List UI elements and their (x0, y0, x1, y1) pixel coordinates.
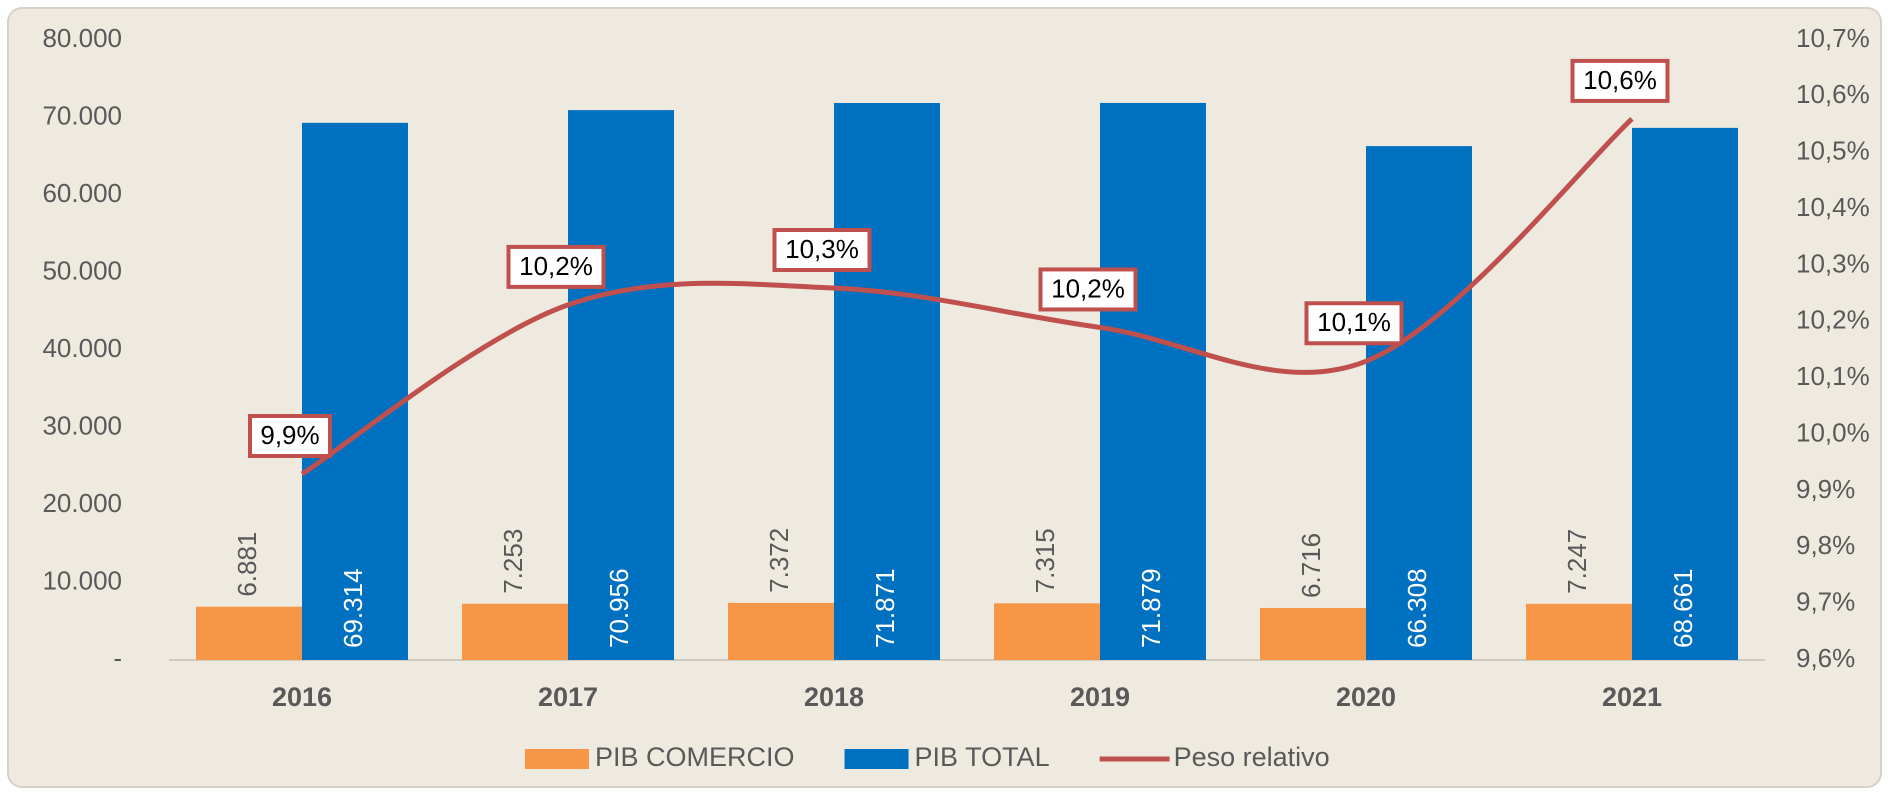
bar (462, 603, 568, 660)
data-label-box (1038, 267, 1138, 312)
data-label-box (248, 414, 332, 458)
y-tick-label: 40.000 (42, 333, 122, 363)
data-label: 6.881 (232, 532, 262, 597)
data-label: 9,9% (260, 420, 319, 450)
x-tick-label: 2017 (538, 682, 598, 712)
legend-label: Peso relativo (1174, 742, 1330, 772)
bar (196, 606, 302, 660)
y2-tick-label: 10,5% (1796, 136, 1870, 166)
bar (994, 603, 1100, 660)
data-label: 66.308 (1402, 568, 1432, 648)
y-tick-label: 60.000 (42, 178, 122, 208)
legend-swatch (844, 749, 909, 769)
y-tick-label: 30.000 (42, 410, 122, 440)
bar (1632, 127, 1738, 660)
data-label: 10,2% (1051, 273, 1125, 303)
y-tick-label: 20.000 (42, 488, 122, 518)
data-label: 6.716 (1296, 533, 1326, 598)
x-tick-label: 2018 (804, 682, 864, 712)
y2-tick-label: 9,6% (1796, 643, 1855, 673)
chart-background (7, 7, 1882, 788)
x-tick-label: 2016 (272, 682, 332, 712)
bar (1260, 607, 1366, 660)
data-label-box (772, 228, 872, 272)
data-label-box (506, 244, 606, 289)
data-label: 70.956 (604, 568, 634, 648)
data-label: 71.871 (870, 568, 900, 648)
y2-tick-label: 10,0% (1796, 417, 1870, 447)
y2-tick-label: 10,3% (1796, 248, 1870, 278)
data-label: 68.661 (1668, 568, 1698, 648)
data-label: 10,1% (1317, 307, 1391, 337)
data-label: 7.247 (1562, 529, 1592, 594)
data-label: 69.314 (338, 568, 368, 648)
y-tick-label: 50.000 (42, 255, 122, 285)
data-label: 7.315 (1030, 528, 1060, 593)
legend-label: PIB COMERCIO (595, 742, 795, 772)
y2-tick-label: 9,7% (1796, 587, 1855, 617)
data-label-box (1304, 301, 1404, 346)
y2-tick-label: 10,7% (1796, 23, 1870, 53)
y2-tick-label: 9,8% (1796, 530, 1855, 560)
data-label: 10,6% (1583, 65, 1657, 95)
data-label: 10,3% (785, 234, 859, 264)
bar (834, 102, 940, 660)
y2-tick-label: 10,1% (1796, 361, 1870, 391)
y-tick-label: 80.000 (42, 23, 122, 53)
y2-tick-label: 9,9% (1796, 474, 1855, 504)
data-label: 71.879 (1136, 568, 1166, 648)
bar (1366, 146, 1472, 660)
bar (1526, 603, 1632, 660)
y-tick-label: 10.000 (42, 565, 122, 595)
data-label: 7.372 (764, 528, 794, 593)
y2-tick-label: 10,2% (1796, 305, 1870, 335)
data-label: 10,2% (519, 251, 593, 281)
legend-swatch (525, 749, 589, 769)
bar (302, 122, 408, 660)
x-tick-label: 2020 (1336, 682, 1396, 712)
line (300, 117, 1634, 477)
x-tick-label: 2019 (1070, 682, 1130, 712)
bar (728, 602, 834, 660)
data-label: 7.253 (498, 529, 528, 594)
legend-label: PIB TOTAL (915, 742, 1050, 772)
y2-tick-label: 10,6% (1796, 79, 1870, 109)
bar (1100, 102, 1206, 661)
y2-tick-label: 10,4% (1796, 192, 1870, 222)
data-label-box (1570, 58, 1670, 103)
y-tick-label: 70.000 (42, 100, 122, 130)
y-tick-label: - (113, 643, 122, 673)
bar (568, 110, 674, 660)
x-tick-label: 2021 (1602, 682, 1662, 712)
